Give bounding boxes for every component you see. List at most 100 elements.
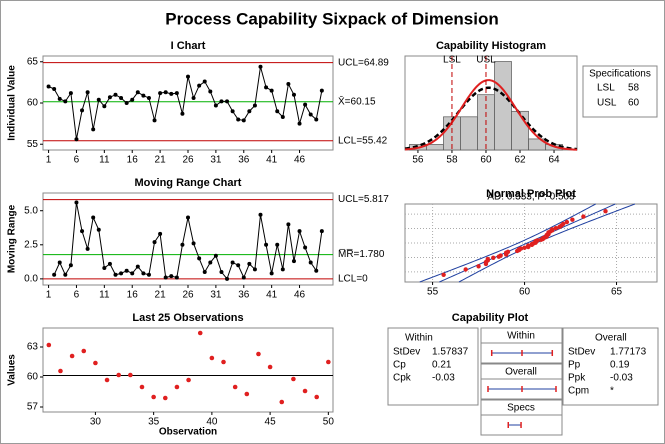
data-point xyxy=(163,275,168,280)
x-tick-label: 60 xyxy=(519,287,531,298)
data-point xyxy=(570,217,575,222)
data-point xyxy=(130,97,135,102)
data-point xyxy=(152,240,157,245)
data-point xyxy=(104,377,110,383)
x-tick-label: 41 xyxy=(266,290,278,301)
panel-title: Last 25 Observations xyxy=(132,312,243,324)
y-tick-label: 63 xyxy=(27,342,39,353)
data-point xyxy=(68,263,73,268)
data-point xyxy=(174,91,179,96)
data-point xyxy=(505,249,511,254)
panel-title: Capability Plot xyxy=(452,312,529,324)
spec-value: 58 xyxy=(628,83,640,94)
data-point xyxy=(52,272,57,277)
data-point xyxy=(96,97,101,102)
y-axis-label: Individual Value xyxy=(7,65,18,141)
data-point xyxy=(232,384,238,390)
data-point xyxy=(275,242,280,247)
data-point xyxy=(256,351,261,357)
data-point xyxy=(279,399,285,405)
x-tick-label: 60 xyxy=(480,155,492,166)
x-tick-label: 1 xyxy=(46,155,52,166)
data-point xyxy=(158,231,163,236)
data-point xyxy=(314,394,319,400)
data-point xyxy=(314,268,319,273)
spec-name: USL xyxy=(597,98,617,109)
x-tick-label: 1 xyxy=(46,290,52,301)
stat-value: 0.21 xyxy=(432,360,452,371)
x-tick-label: 31 xyxy=(210,290,222,301)
data-point xyxy=(151,394,156,400)
spec-label: LSL xyxy=(443,55,461,66)
x-tick-label: 11 xyxy=(99,290,110,301)
stat-name: Cpm xyxy=(568,386,589,397)
data-point xyxy=(197,83,202,88)
data-point xyxy=(236,263,241,268)
data-point xyxy=(85,90,90,95)
data-point xyxy=(91,127,96,132)
data-point xyxy=(230,260,235,265)
stat-value: -0.03 xyxy=(432,373,455,384)
data-point xyxy=(119,271,124,276)
data-point xyxy=(130,271,135,276)
data-point xyxy=(303,102,308,107)
data-point xyxy=(74,137,79,142)
data-point xyxy=(603,209,608,214)
data-point xyxy=(163,90,168,95)
data-point xyxy=(57,260,62,265)
y-axis-label: Values xyxy=(7,354,18,386)
control-limit-label: LCL=55.42 xyxy=(338,135,388,146)
data-point xyxy=(241,118,246,123)
data-point xyxy=(152,118,157,123)
data-point xyxy=(202,79,207,84)
control-limit-label: UCL=64.89 xyxy=(338,57,389,68)
data-point xyxy=(241,275,246,280)
data-point xyxy=(186,215,190,220)
x-tick-label: 46 xyxy=(294,155,306,166)
data-point xyxy=(535,238,540,243)
data-point xyxy=(291,376,296,382)
data-point xyxy=(230,109,235,114)
data-point xyxy=(102,265,107,270)
stat-value: 1.77173 xyxy=(610,347,647,358)
stat-name: Pp xyxy=(568,360,581,371)
x-tick-label: 41 xyxy=(266,155,278,166)
data-point xyxy=(526,243,531,248)
data-point xyxy=(80,229,85,234)
x-tick-label: 35 xyxy=(148,417,160,428)
data-point xyxy=(291,259,296,264)
data-point xyxy=(141,93,146,98)
data-point xyxy=(485,256,490,262)
spec-label: USL xyxy=(476,55,496,66)
data-point xyxy=(146,96,151,101)
interval-box xyxy=(480,363,563,400)
data-point xyxy=(85,246,90,251)
x-tick-label: 40 xyxy=(206,417,218,428)
stats-title: Within xyxy=(405,333,433,344)
x-tick-label: 26 xyxy=(182,155,194,166)
x-tick-label: 64 xyxy=(548,155,560,166)
data-point xyxy=(291,92,296,97)
normal-curve xyxy=(404,86,578,151)
data-point xyxy=(297,121,302,126)
x-tick-label: 36 xyxy=(238,290,250,301)
data-point xyxy=(119,96,124,101)
interval-label: Overall xyxy=(505,367,537,378)
x-tick-label: 45 xyxy=(265,417,277,428)
data-point xyxy=(113,92,118,97)
data-point xyxy=(46,84,51,89)
y-tick-label: 60 xyxy=(27,98,39,109)
data-point xyxy=(186,377,191,383)
data-point xyxy=(225,99,230,104)
x-tick-label: 21 xyxy=(155,155,167,166)
data-point xyxy=(169,274,174,279)
data-point xyxy=(180,242,185,247)
data-point xyxy=(197,256,202,261)
data-point xyxy=(68,91,73,96)
ci-band xyxy=(419,203,596,283)
data-point xyxy=(180,111,185,116)
data-point xyxy=(135,90,140,95)
data-point xyxy=(286,222,291,227)
stat-value: 1.57837 xyxy=(432,347,469,358)
